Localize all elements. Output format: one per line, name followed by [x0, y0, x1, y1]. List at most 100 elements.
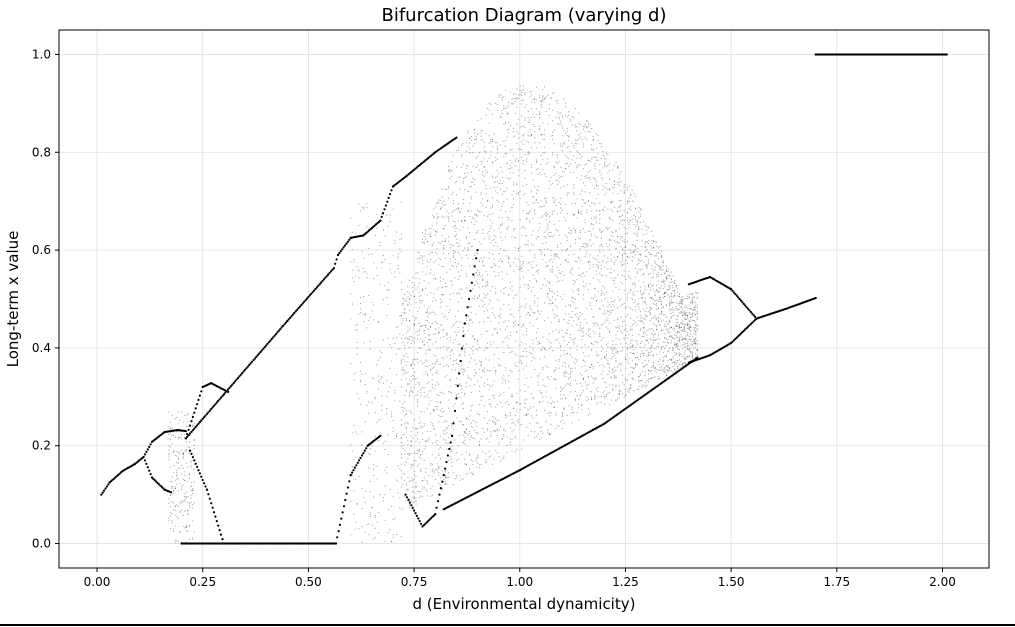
chaos-point — [491, 266, 494, 268]
chaos-point — [527, 434, 529, 437]
chaos-point — [433, 229, 435, 231]
chaos-point — [633, 379, 635, 381]
chaos-point — [394, 239, 396, 241]
chaos-point — [610, 399, 612, 401]
chaos-point — [391, 411, 393, 413]
chaos-point — [428, 339, 430, 341]
chaos-point — [169, 512, 172, 514]
chaos-point — [587, 328, 590, 330]
chaos-point — [592, 224, 594, 226]
chaos-point — [433, 425, 435, 427]
chaos-point — [382, 299, 384, 301]
chaos-point — [634, 283, 637, 285]
chaos-point — [421, 387, 424, 389]
chaos-point — [423, 373, 425, 375]
chaos-point — [664, 341, 666, 343]
chaos-point — [423, 396, 425, 398]
chaos-point — [493, 420, 495, 422]
chaos-point — [610, 201, 612, 203]
chaos-point — [535, 238, 538, 240]
chaos-point — [594, 332, 596, 334]
chaos-point — [677, 325, 679, 327]
chaos-point — [608, 244, 611, 246]
chaos-point — [600, 339, 603, 341]
chaos-point — [647, 353, 650, 355]
chaos-point — [386, 395, 388, 398]
chaos-point — [400, 359, 402, 361]
chaos-point — [662, 306, 664, 308]
chaos-point — [615, 247, 617, 249]
chaos-point — [490, 139, 492, 141]
chaos-point — [461, 392, 463, 394]
chaos-point — [571, 411, 573, 414]
chaos-point — [524, 227, 526, 229]
chaos-point — [171, 486, 173, 488]
chaos-point — [413, 324, 415, 326]
chaos-point — [597, 267, 599, 269]
chaos-point — [181, 473, 183, 475]
chaos-point — [597, 353, 599, 355]
chaos-point — [426, 266, 428, 268]
chaos-point — [517, 193, 520, 195]
chaos-point — [448, 218, 450, 220]
chaos-point — [586, 120, 588, 122]
chaos-point — [586, 209, 588, 211]
chaos-point — [454, 227, 456, 229]
chaos-point — [526, 351, 528, 353]
chaos-point — [664, 272, 666, 274]
chaos-point — [394, 399, 396, 401]
chaos-point — [469, 454, 471, 456]
chaos-point — [399, 507, 401, 509]
chaos-point — [571, 297, 573, 299]
chaos-point — [356, 503, 358, 505]
chaos-point — [582, 143, 585, 145]
chaos-point — [506, 216, 508, 218]
chaos-point — [454, 235, 456, 237]
chaos-point — [539, 117, 541, 119]
chaos-point — [506, 106, 508, 108]
chaos-point — [582, 335, 585, 337]
chaos-point — [433, 409, 435, 411]
chaos-point — [412, 437, 414, 439]
chaos-point — [631, 252, 633, 254]
chaos-point — [550, 98, 552, 100]
chaos-point — [665, 276, 668, 278]
chaos-point — [656, 252, 658, 254]
chaos-point — [508, 320, 510, 322]
chaos-point — [542, 384, 544, 386]
chaos-point — [651, 297, 653, 299]
chaos-point — [569, 367, 572, 370]
chaos-point — [602, 188, 604, 190]
chaos-point — [358, 270, 360, 272]
chaos-point — [687, 307, 689, 309]
chaos-point — [651, 307, 653, 309]
chaos-point — [377, 359, 380, 361]
chaos-point — [433, 410, 435, 412]
chaos-point — [595, 185, 598, 187]
chaos-point — [418, 384, 420, 386]
chaos-point — [621, 224, 624, 226]
chaos-point — [444, 240, 446, 242]
chaos-point — [543, 146, 546, 148]
chaos-point — [475, 363, 477, 365]
chaos-point — [493, 380, 495, 382]
chaos-point — [586, 174, 588, 176]
chaos-point — [470, 139, 472, 141]
chaos-point — [500, 328, 502, 330]
chaos-point — [558, 220, 560, 222]
chaos-point — [660, 313, 663, 315]
chaos-point — [188, 473, 191, 475]
chaos-point — [438, 455, 440, 457]
chaos-point — [474, 338, 476, 340]
chaos-point — [656, 324, 658, 326]
chaos-point — [639, 207, 642, 209]
chaos-point — [465, 237, 467, 239]
chaos-point — [674, 329, 676, 331]
chaos-point — [630, 346, 632, 348]
chaos-point — [448, 187, 450, 189]
chaos-point — [550, 433, 552, 435]
chaos-point — [376, 227, 378, 229]
chaos-point — [490, 300, 492, 302]
chaos-point — [412, 490, 414, 492]
chaos-point — [555, 204, 557, 206]
